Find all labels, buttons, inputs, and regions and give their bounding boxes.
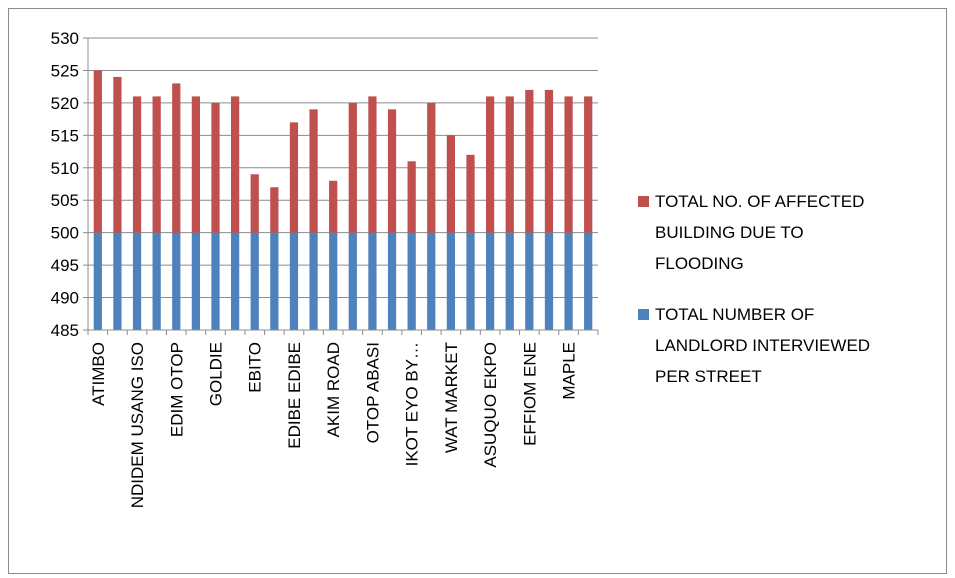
bar-landlords-interviewed bbox=[544, 232, 554, 330]
bar-affected-buildings bbox=[407, 161, 416, 233]
bar-landlords-interviewed bbox=[466, 232, 475, 330]
legend: TOTAL NO. OF AFFECTED BUILDING DUE TO FLOO… bbox=[638, 192, 870, 386]
bar-affected-buildings bbox=[466, 154, 475, 233]
bar-affected-buildings bbox=[387, 109, 397, 233]
bar-affected-buildings bbox=[230, 96, 240, 233]
x-tick-label: EFFIOM ENE bbox=[520, 342, 539, 446]
bar-landlords-interviewed bbox=[485, 232, 495, 330]
x-tick-label: MAPLE bbox=[560, 342, 579, 400]
legend-label: FLOODING bbox=[655, 254, 744, 273]
x-tick-label: EDIBE EDIBE bbox=[285, 342, 304, 449]
x-tick-label: IKOT EYO BY… bbox=[403, 342, 422, 466]
bar-affected-buildings bbox=[172, 83, 181, 233]
bar-affected-buildings bbox=[427, 102, 436, 233]
y-tick-label: 495 bbox=[51, 256, 79, 275]
bar-landlords-interviewed bbox=[230, 232, 240, 330]
bar-affected-buildings bbox=[309, 109, 318, 233]
y-tick-label: 485 bbox=[51, 321, 79, 340]
y-tick-label: 505 bbox=[51, 191, 79, 210]
bar-landlords-interviewed bbox=[584, 232, 593, 330]
bar-affected-buildings bbox=[564, 96, 573, 233]
bar-affected-buildings bbox=[191, 96, 201, 233]
bar-affected-buildings bbox=[270, 187, 279, 233]
y-tick-labels: 485 490 495 500 505 510 515 520 525 530 bbox=[51, 29, 79, 340]
bar-landlords-interviewed bbox=[132, 232, 142, 330]
bar-landlords-interviewed bbox=[93, 232, 102, 330]
bar-affected-buildings bbox=[525, 89, 534, 233]
axes bbox=[83, 37, 599, 335]
x-tick-label: EDIM OTOP bbox=[167, 342, 186, 437]
bar-affected-buildings bbox=[289, 122, 299, 233]
y-tick-label: 510 bbox=[51, 159, 79, 178]
y-tick-label: 500 bbox=[51, 224, 79, 243]
y-tick-label: 490 bbox=[51, 289, 79, 308]
y-tick-label: 530 bbox=[51, 29, 79, 48]
y-tick-label: 525 bbox=[51, 61, 79, 80]
bar-affected-buildings bbox=[505, 96, 514, 233]
bar-landlords-interviewed bbox=[427, 232, 436, 330]
bar-affected-buildings bbox=[446, 135, 456, 233]
bar-landlords-interviewed bbox=[113, 232, 122, 330]
x-tick-label: AKIM ROAD bbox=[324, 342, 343, 437]
x-tick-label: NDIDEM USANG ISO bbox=[128, 342, 147, 508]
bar-landlords-interviewed bbox=[191, 232, 201, 330]
bar-landlords-interviewed bbox=[407, 232, 416, 330]
x-tick-label: ATIMBO bbox=[89, 342, 108, 406]
x-tick-label: WAT MARKET bbox=[442, 342, 461, 453]
bar-affected-buildings bbox=[348, 102, 357, 233]
legend-label: TOTAL NUMBER OF bbox=[655, 305, 814, 324]
x-tick-labels: ATIMBO NDIDEM USANG ISO EDIM OTOP GOLDIE EBI… bbox=[89, 342, 579, 508]
bar-landlords-interviewed bbox=[250, 232, 259, 330]
bar-landlords-interviewed bbox=[329, 232, 338, 330]
legend-label: BUILDING DUE TO bbox=[655, 223, 804, 242]
bar-affected-buildings bbox=[485, 96, 495, 233]
bar-landlords-interviewed bbox=[309, 232, 318, 330]
bar-landlords-interviewed bbox=[446, 232, 456, 330]
bar-affected-buildings bbox=[93, 70, 102, 233]
bars bbox=[93, 70, 593, 330]
bar-affected-buildings bbox=[329, 180, 338, 233]
x-tick-label: GOLDIE bbox=[207, 342, 226, 406]
bar-affected-buildings bbox=[152, 96, 161, 233]
legend-swatch bbox=[638, 196, 649, 207]
bar-landlords-interviewed bbox=[270, 232, 279, 330]
y-tick-label: 520 bbox=[51, 94, 79, 113]
bar-affected-buildings bbox=[584, 96, 593, 233]
bar-landlords-interviewed bbox=[152, 232, 161, 330]
gridlines bbox=[88, 37, 598, 331]
bar-affected-buildings bbox=[544, 89, 554, 233]
bar-landlords-interviewed bbox=[348, 232, 357, 330]
bar-landlords-interviewed bbox=[505, 232, 514, 330]
x-tick-label: OTOP ABASI bbox=[363, 342, 382, 443]
legend-swatch bbox=[638, 309, 649, 320]
legend-label: PER STREET bbox=[655, 367, 762, 386]
bar-affected-buildings bbox=[132, 96, 142, 233]
bar-landlords-interviewed bbox=[289, 232, 299, 330]
bar-affected-buildings bbox=[211, 102, 220, 233]
bar-landlords-interviewed bbox=[211, 232, 220, 330]
bar-landlords-interviewed bbox=[368, 232, 377, 330]
x-tick-label: EBITO bbox=[246, 342, 265, 393]
bar-landlords-interviewed bbox=[387, 232, 397, 330]
chart-frame bbox=[8, 8, 947, 574]
bar-affected-buildings bbox=[113, 76, 122, 233]
y-tick-label: 515 bbox=[51, 126, 79, 145]
x-tick-label: ASUQUO EKPO bbox=[481, 342, 500, 468]
bar-landlords-interviewed bbox=[564, 232, 573, 330]
bar-landlords-interviewed bbox=[525, 232, 534, 330]
bar-affected-buildings bbox=[368, 96, 377, 233]
bar-landlords-interviewed bbox=[172, 232, 181, 330]
legend-label: TOTAL NO. OF AFFECTED bbox=[655, 192, 864, 211]
legend-label: LANDLORD INTERVIEWED bbox=[655, 336, 870, 355]
bar-affected-buildings bbox=[250, 174, 259, 233]
